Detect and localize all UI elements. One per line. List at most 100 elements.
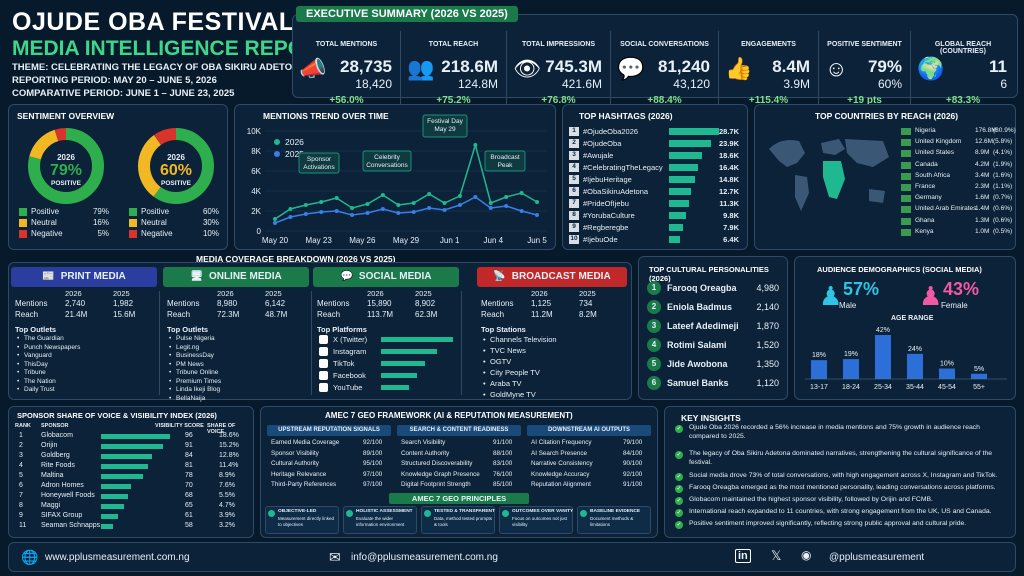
x-icon[interactable]: 𝕏 xyxy=(771,548,782,563)
legend-value: 10% xyxy=(202,229,219,238)
hashtag-count: 14.8K xyxy=(718,175,739,184)
linkedin-icon[interactable]: in xyxy=(735,549,751,563)
sponsor-rank: 11 xyxy=(19,522,27,529)
outlet-name: PM News xyxy=(176,360,204,368)
kpi-label: TOTAL MENTIONS xyxy=(315,41,378,48)
legend-label: Neutral xyxy=(141,218,167,227)
series-2026-point xyxy=(504,195,509,199)
age-tick-label: 35-44 xyxy=(906,384,924,391)
y-tick-label: 6K xyxy=(251,167,261,176)
principle-card xyxy=(343,506,417,534)
principle-card xyxy=(577,506,651,534)
amec-score: 91/100 xyxy=(493,439,513,446)
social-title: SOCIAL MEDIA xyxy=(358,271,432,282)
legend-swatch xyxy=(19,218,27,227)
eye-icon: 👁 xyxy=(513,56,541,81)
amec-col-header: UPSTREAM REPUTATION SIGNALS xyxy=(267,425,391,436)
age-tick-label: 25-34 xyxy=(874,384,892,391)
flag-icon xyxy=(901,217,911,225)
outlet-name: Punch Newspapers xyxy=(24,343,81,351)
legend-value: 30% xyxy=(202,218,219,227)
kpi-label: SOCIAL CONVERSATIONS xyxy=(620,41,709,48)
hashtag-rank: 1 xyxy=(569,127,579,136)
outlet-item: • xyxy=(483,357,486,366)
kpi-value-2026: 28,735 xyxy=(340,57,392,76)
social-handle[interactable]: @pplusmeasurement xyxy=(829,552,925,563)
column-divider xyxy=(461,291,462,395)
sponsor-name: Maggi xyxy=(41,502,61,509)
email-link[interactable]: info@pplusmeasurement.com.ng xyxy=(351,552,498,563)
outlet-name: Araba TV xyxy=(490,379,522,388)
series-2025-point xyxy=(535,213,539,217)
outlet-name: GoldMyne TV xyxy=(490,390,536,399)
coverage-title: MEDIA COVERAGE BREAKDOWN (2026 VS 2025) xyxy=(196,254,396,264)
amec-score: 92/100 xyxy=(623,470,643,478)
principle-icon xyxy=(268,510,275,517)
amec-metric: Knowledge Graph Presence xyxy=(401,470,480,478)
outlet-name: BellaNaija xyxy=(176,394,206,402)
flag-icon xyxy=(901,172,911,180)
personality-mentions: 2,140 xyxy=(756,302,779,312)
sponsor-score: 58 xyxy=(185,522,193,529)
male-label: Male xyxy=(839,301,857,310)
annotation-text: May 29 xyxy=(434,126,456,133)
principle-desc: Data, method tested prompts & tools xyxy=(434,516,493,527)
amec-score: 83/100 xyxy=(493,460,513,467)
amec-metric: Reputation Alignment xyxy=(531,481,591,488)
broadcast-title: BROADCAST MEDIA xyxy=(511,271,611,282)
insight-text: Ojude Oba 2026 recorded a 56% increase i… xyxy=(689,424,980,440)
female-pct: 43% xyxy=(943,279,980,299)
people-icon: 👥 xyxy=(407,56,435,81)
globe-icon: 🌐 xyxy=(21,549,39,565)
mentions-2025: 734 xyxy=(579,299,593,308)
kpi-value-2025: 421.6M xyxy=(561,77,602,91)
country-share: (1.1%) xyxy=(993,183,1013,190)
comparative-period: COMPARATIVE PERIOD: JUNE 1 – JUNE 23, 20… xyxy=(12,88,235,99)
principle-icon xyxy=(580,510,587,517)
x-tick-label: Jun 1 xyxy=(440,236,460,245)
series-2025-point xyxy=(488,206,493,210)
series-2026-point xyxy=(457,194,462,198)
platform-bar xyxy=(381,361,425,366)
website-link[interactable]: www.pplusmeasurement.com.ng xyxy=(45,552,190,563)
insight-text: Social media drove 73% of total conversa… xyxy=(689,472,998,479)
legend-label: 2026 xyxy=(285,137,304,147)
online-media-header: 🖥 ONLINE MEDIA xyxy=(163,267,309,287)
sponsor-name: Orijin xyxy=(41,442,58,449)
age-bar xyxy=(875,335,891,379)
broadcast-icon: 📡 xyxy=(493,271,506,282)
principle-desc: Measurement directly linked to objective… xyxy=(278,516,335,527)
personality-name: Farooq Oreagba xyxy=(667,283,737,293)
country-name: Nigeria xyxy=(915,127,936,134)
kpi-change: +19 pts xyxy=(847,95,882,106)
legend-row: Negative 10% xyxy=(129,229,219,240)
platform-name: Facebook xyxy=(333,371,366,380)
amec-principles-title: AMEC 7 GEO PRINCIPLES xyxy=(389,493,529,504)
instagram-icon[interactable]: ◉ xyxy=(801,548,812,562)
amec-score: 89/100 xyxy=(363,449,383,457)
countries-title: TOP COUNTRIES BY REACH (2026) xyxy=(815,111,959,121)
amec-score: 97/100 xyxy=(363,481,383,488)
sponsor-name: Honeywell Foods xyxy=(41,492,95,499)
hashtag-count: 11.3K xyxy=(719,199,739,208)
footer-bar: 🌐 www.pplusmeasurement.com.ng ✉ info@ppl… xyxy=(8,542,1016,572)
personality-mentions: 1,870 xyxy=(756,321,779,331)
amec-metric: AI Search Presence xyxy=(531,449,588,457)
flag-icon xyxy=(901,139,911,147)
legend-swatch xyxy=(129,207,137,216)
country-share: (0.5%) xyxy=(993,227,1013,235)
series-2026-point xyxy=(411,201,416,205)
sentiment-panel: SENTIMENT OVERVIEW 2026 79% POSITIVE 202… xyxy=(8,104,228,250)
reporting-period: REPORTING PERIOD: MAY 20 – JUNE 5, 2026 xyxy=(12,75,217,86)
personality-name: Eniola Badmus xyxy=(667,302,733,312)
check-icon: ✓ xyxy=(675,509,683,517)
amec-panel: AMEC 7 GEO FRAMEWORK (AI & REPUTATION ME… xyxy=(260,406,658,538)
series-2026-point xyxy=(473,143,478,147)
legend-value: 60% xyxy=(202,207,219,216)
amec-metric: Sponsor Visibility xyxy=(271,449,319,457)
kpi-label: ENGAGEMENTS xyxy=(741,41,796,48)
series-2025-point xyxy=(442,208,447,212)
series-2025-point xyxy=(473,195,478,199)
mentions-label: Mentions xyxy=(15,299,48,308)
sponsor-bar xyxy=(101,474,143,479)
